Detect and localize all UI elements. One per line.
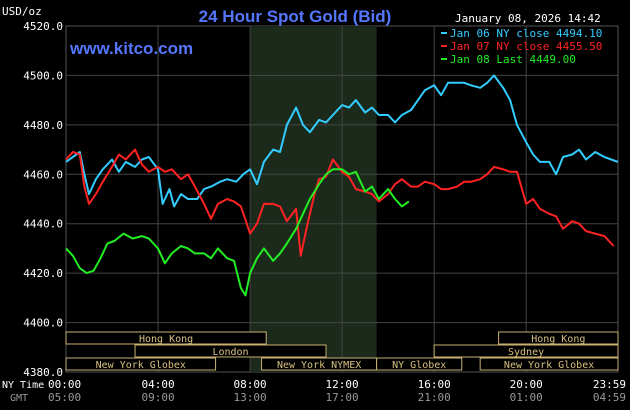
x-tick-ny-label: 20:00 [510,378,543,391]
market-label: Sydney [508,347,544,358]
x-tick-gmt-label: 09:00 [141,391,174,404]
x-tick-ny-label: 00:00 [48,378,81,391]
market-box [376,357,463,371]
x-tick-ny-label: 16:00 [418,378,451,391]
market-box [433,344,619,358]
x-tick-gmt-label: 17:00 [326,391,359,404]
market-label: London [212,347,248,358]
y-axis-ticks: 4520.0 4500.0 4480.0 4460.0 4440.0 4420.0 4400… [23,20,63,379]
x-tick-gmt-label: 13:00 [234,391,267,404]
chart-title: 24 Hour Spot Gold (Bid) [199,7,392,26]
legend-item-jan08: Jan 08 Last 4449.00 [450,53,576,66]
y-tick-label: 4420.0 [23,267,63,280]
market-box [498,331,619,345]
x-tick-gmt-label: 05:00 [48,391,81,404]
legend: Jan 06 NY close 4494.10 Jan 07 NY close … [441,27,602,66]
x-axis-gmt-label: GMT [10,393,28,404]
series-line-jan06 [65,74,619,208]
y-tick-label: 4500.0 [23,69,63,82]
x-tick-ny-label: 23:59 [593,378,626,391]
market-box [65,331,267,345]
data-series [65,74,619,297]
market-label: New York NYMEX [277,360,361,371]
x-axis-ny-label: NY Time [2,380,44,391]
x-tick-ny-label: 04:00 [141,378,174,391]
market-label: New York Globex [504,360,594,371]
chart-unit-label: USD/oz [2,5,42,18]
y-tick-label: 4380.0 [23,366,63,379]
market-label: Hong Kong [531,334,585,345]
market-label: Hong Kong [139,334,193,345]
y-tick-label: 4520.0 [23,20,63,33]
y-tick-label: 4440.0 [23,218,63,231]
watermark: www.kitco.com [69,39,193,58]
legend-item-jan07: Jan 07 NY close 4455.50 [450,40,602,53]
x-tick-gmt-label: 21:00 [418,391,451,404]
grid-lines [66,26,618,372]
x-tick-ny-label: 12:00 [326,378,359,391]
market-label: New York Globex [96,360,186,371]
y-tick-label: 4400.0 [23,317,63,330]
series-line-jan07 [65,148,615,257]
x-tick-gmt-label: 04:59 [593,391,626,404]
y-tick-label: 4480.0 [23,119,63,132]
market-sessions: Hong Kong Hong Kong London Sydney New York G… [65,331,619,371]
x-tick-gmt-label: 01:00 [510,391,543,404]
market-box [479,357,619,371]
chart-timestamp: January 08, 2026 14:42 [455,12,601,25]
market-label: NY Globex [392,360,446,371]
market-box [134,344,327,358]
legend-item-jan06: Jan 06 NY close 4494.10 [450,27,602,40]
y-tick-label: 4460.0 [23,168,63,181]
x-tick-ny-label: 08:00 [234,378,267,391]
market-box [65,357,217,371]
series-line-jan08 [65,168,410,297]
